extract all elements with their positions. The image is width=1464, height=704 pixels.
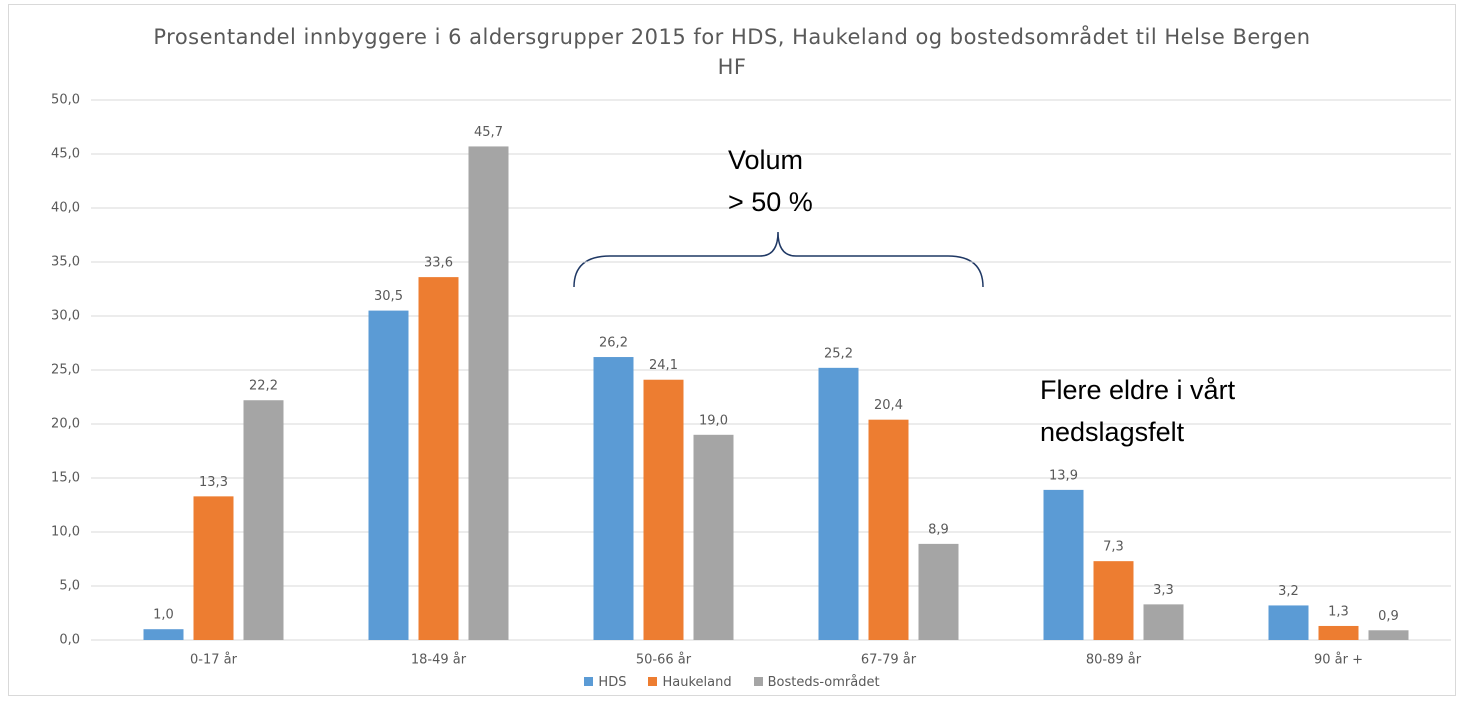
bar [1368, 630, 1409, 640]
bar [693, 434, 734, 640]
data-label: 24,1 [649, 358, 678, 373]
bar [368, 310, 409, 640]
y-tick-label: 0,0 [59, 633, 80, 648]
legend-label: Haukeland [662, 675, 732, 690]
bar [1318, 625, 1359, 640]
legend-swatch [753, 677, 763, 686]
legend-label: HDS [598, 675, 627, 690]
data-label: 19,0 [699, 413, 728, 428]
y-tick-label: 20,0 [51, 417, 80, 432]
bar [1043, 489, 1084, 640]
y-tick-label: 35,0 [51, 255, 80, 270]
legend-swatch [648, 677, 658, 686]
x-tick-label: 18-49 år [411, 653, 467, 668]
data-label: 3,3 [1153, 583, 1174, 598]
x-tick-label: 67-79 år [861, 653, 917, 668]
bar [918, 543, 959, 640]
data-label: 1,3 [1328, 604, 1349, 619]
bar [818, 367, 859, 640]
y-tick-label: 50,0 [51, 93, 80, 108]
x-tick-label: 50-66 år [636, 653, 692, 668]
bar [468, 146, 509, 640]
data-label: 45,7 [474, 125, 503, 140]
bar [643, 379, 684, 640]
bar [1143, 604, 1184, 640]
brace [573, 231, 984, 288]
x-tick-label: 90 år + [1314, 653, 1363, 668]
bar [1268, 605, 1309, 640]
data-label: 25,2 [824, 346, 853, 361]
y-tick-label: 45,0 [51, 147, 80, 162]
data-label: 3,2 [1278, 584, 1299, 599]
bar [1093, 561, 1134, 640]
annotation: Flere eldre i vårt [1040, 375, 1236, 405]
bar [143, 629, 184, 640]
data-label: 33,6 [424, 256, 453, 271]
chart-title: Prosentandel innbyggere i 6 aldersgruppe… [153, 25, 1311, 79]
data-label: 7,3 [1103, 540, 1124, 555]
annotation: > 50 % [728, 187, 813, 217]
data-label: 8,9 [928, 522, 949, 537]
bar [868, 419, 909, 640]
x-tick-label: 80-89 år [1086, 653, 1142, 668]
data-label: 26,2 [599, 336, 628, 351]
data-label: 0,9 [1378, 609, 1399, 624]
y-tick-label: 25,0 [51, 363, 80, 378]
legend-item: Haukeland [648, 675, 732, 690]
bar [593, 357, 634, 640]
data-label: 1,0 [153, 608, 174, 623]
legend: HDS Haukeland Bosteds-området [0, 675, 1464, 690]
data-label: 22,2 [249, 379, 278, 394]
y-tick-label: 30,0 [51, 309, 80, 324]
y-tick-label: 5,0 [59, 579, 80, 594]
legend-label: Bosteds-området [767, 675, 880, 690]
annotation: nedslagsfelt [1040, 417, 1185, 447]
y-tick-label: 10,0 [51, 525, 80, 540]
legend-swatch [584, 677, 594, 686]
bar [418, 277, 459, 640]
data-label: 20,4 [874, 398, 903, 413]
y-tick-label: 15,0 [51, 471, 80, 486]
bar [193, 496, 234, 640]
bar [243, 400, 284, 640]
data-label: 13,9 [1049, 468, 1078, 483]
data-label: 13,3 [199, 475, 228, 490]
y-tick-label: 40,0 [51, 201, 80, 216]
legend-item: HDS [584, 675, 626, 690]
legend-item: Bosteds-området [753, 675, 880, 690]
x-tick-label: 0-17 år [190, 653, 238, 668]
data-label: 30,5 [374, 289, 403, 304]
annotation: Volum [728, 145, 803, 175]
chart-frame [8, 4, 1456, 696]
